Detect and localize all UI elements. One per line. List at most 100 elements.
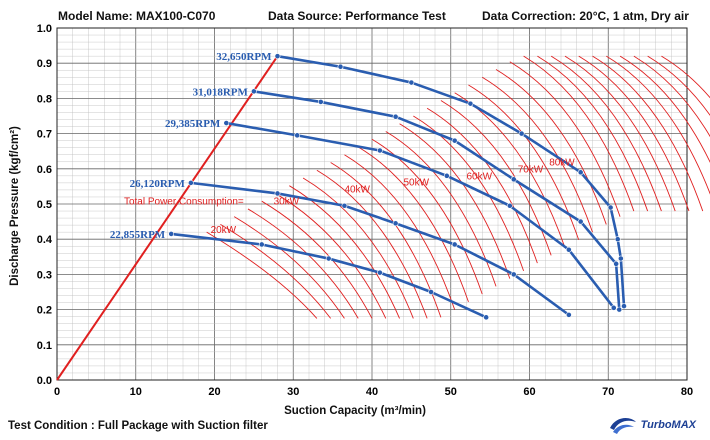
y-tick-label: 0.5 [37, 199, 52, 211]
plot-frame [56, 27, 688, 381]
power-line [537, 55, 649, 212]
power-line [633, 55, 710, 138]
data-point [613, 260, 620, 267]
logo-text: TurboMAX [640, 419, 696, 431]
data-point [451, 137, 458, 144]
data-point [376, 269, 383, 276]
power-annotation: Total Power Consumption= [124, 197, 244, 208]
y-tick-label: 0.6 [37, 164, 52, 176]
y-tick-label: 0.3 [37, 269, 52, 281]
rpm-curve [171, 232, 487, 319]
power-line [289, 185, 400, 319]
power-line [206, 231, 318, 319]
data-point [317, 99, 324, 105]
rpm-label: 22,855RPM [110, 229, 166, 241]
power-line [357, 146, 469, 303]
y-tick-label: 0.7 [37, 129, 52, 141]
power-line [344, 154, 456, 310]
data-point [337, 63, 344, 70]
x-tick-label: 0 [54, 386, 60, 398]
power-line [261, 200, 373, 319]
rpm-curves [168, 53, 627, 321]
power-line [413, 115, 525, 272]
y-tick-label: 0.9 [37, 58, 52, 70]
data-point [274, 190, 281, 197]
x-tick-label: 10 [130, 386, 142, 398]
data-point [510, 271, 517, 278]
data-point [616, 306, 623, 313]
rpm-label: 31,018RPM [193, 86, 249, 98]
x-tick-label: 20 [208, 386, 220, 398]
x-tick-label: 70 [602, 386, 614, 398]
data-point [250, 88, 257, 95]
data-point [607, 204, 614, 211]
power-line [426, 107, 538, 264]
rpm-label: 26,120RPM [130, 178, 186, 190]
y-tick-label: 0.0 [37, 375, 52, 387]
data-point [258, 241, 265, 248]
data-point [451, 241, 458, 248]
surge-line [56, 55, 279, 381]
data-point [577, 218, 584, 225]
power-line [316, 169, 428, 319]
power-line [578, 55, 690, 212]
data-point [376, 147, 383, 154]
x-tick-label: 80 [681, 386, 693, 398]
x-tick-label: 60 [523, 386, 535, 398]
y-tick-label: 0.8 [37, 93, 52, 105]
data-point [168, 231, 175, 237]
data-point [510, 176, 517, 183]
power-line [302, 177, 414, 319]
y-tick-label: 0.1 [37, 340, 52, 352]
x-tick-label: 50 [445, 386, 457, 398]
data-point [518, 130, 525, 137]
power-line [275, 193, 387, 319]
x-tick-label: 30 [287, 386, 299, 398]
data-point [294, 132, 301, 139]
rpm-curve [277, 54, 626, 307]
power-line [233, 216, 345, 319]
power-annotation: 60kW [467, 171, 493, 182]
data-point [428, 289, 434, 295]
data-point [274, 53, 281, 60]
test-condition: Test Condition : Full Package with Sucti… [8, 420, 268, 432]
data-point [565, 246, 572, 253]
data-point [443, 172, 450, 179]
power-annotation: 40kW [344, 185, 370, 196]
chart-grid [56, 27, 688, 381]
x-axis-title: Suction Capacity (m³/min) [284, 405, 426, 417]
turbomax-logo: TurboMAX [608, 414, 696, 436]
data-point [341, 202, 348, 209]
data-point [408, 79, 415, 86]
data-point [506, 202, 513, 209]
power-line [550, 55, 662, 212]
x-tick-label: 40 [366, 386, 378, 398]
data-point [617, 255, 624, 262]
rpm-curve [226, 121, 615, 309]
data-point [577, 169, 584, 176]
turbomax-swirl-icon [609, 418, 636, 434]
power-line [592, 55, 704, 212]
data-point [223, 120, 230, 126]
rpm-label: 29,385RPM [165, 118, 221, 130]
data-point [392, 220, 399, 227]
power-line [482, 76, 593, 233]
model-name: Model Name: MAX100-C070 [58, 9, 216, 23]
y-tick-label: 0.4 [37, 234, 53, 246]
power-line [509, 61, 621, 217]
data-source: Data Source: Performance Test [268, 9, 446, 23]
power-line [564, 55, 676, 212]
power-annotation: 50kW [404, 178, 430, 189]
power-line [220, 224, 332, 319]
power-line [247, 208, 359, 319]
power-line [371, 138, 483, 295]
data-point [467, 100, 474, 107]
power-line [661, 55, 710, 99]
data-point [187, 179, 194, 186]
power-line [606, 55, 710, 195]
y-tick-label: 1.0 [37, 23, 52, 35]
data-point [565, 311, 572, 318]
power-line [523, 55, 635, 212]
power-annotation: 30kW [274, 197, 300, 208]
